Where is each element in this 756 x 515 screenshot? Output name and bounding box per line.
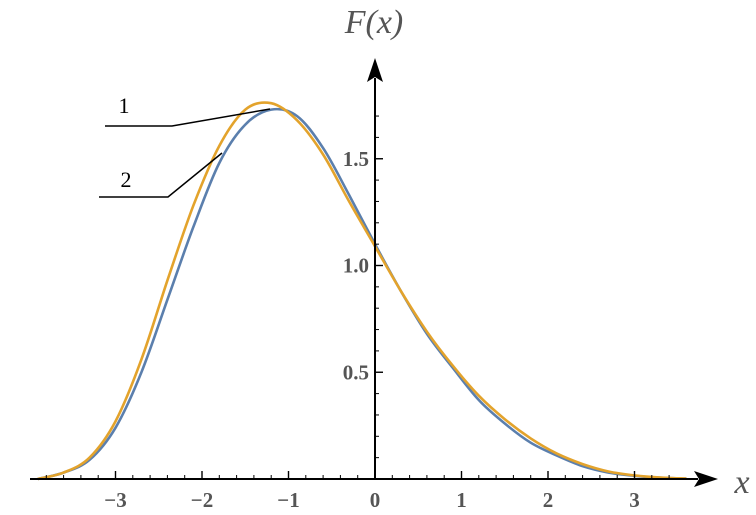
callout-label-2: 2 — [121, 167, 132, 192]
series-2-line — [37, 101, 687, 481]
y-tick-label: 1.0 — [343, 254, 369, 278]
x-tick-label: −2 — [191, 488, 213, 512]
y-axis-title: F(x) — [344, 4, 404, 41]
labels-layer: −3 −2 −1 0 1 2 3 0.5 1.0 1.5 x F(x) 1 2 — [99, 4, 750, 512]
callout-leader-1 — [105, 108, 271, 127]
x-tick-label: 1 — [456, 488, 467, 512]
x-axis-title: x — [733, 464, 749, 501]
x-tick-label: 0 — [370, 488, 381, 512]
series-1-line — [37, 107, 687, 481]
y-tick-label: 1.5 — [343, 147, 369, 171]
axes-layer — [30, 58, 718, 487]
callout-label-1: 1 — [119, 93, 130, 118]
x-tick-label: 3 — [629, 488, 640, 512]
callout-leader-2 — [99, 152, 223, 198]
y-tick-label: 0.5 — [343, 360, 369, 384]
x-tick-label: −1 — [277, 488, 299, 512]
x-tick-label: 2 — [543, 488, 554, 512]
x-tick-label: −3 — [104, 488, 126, 512]
curves-layer — [37, 101, 687, 481]
